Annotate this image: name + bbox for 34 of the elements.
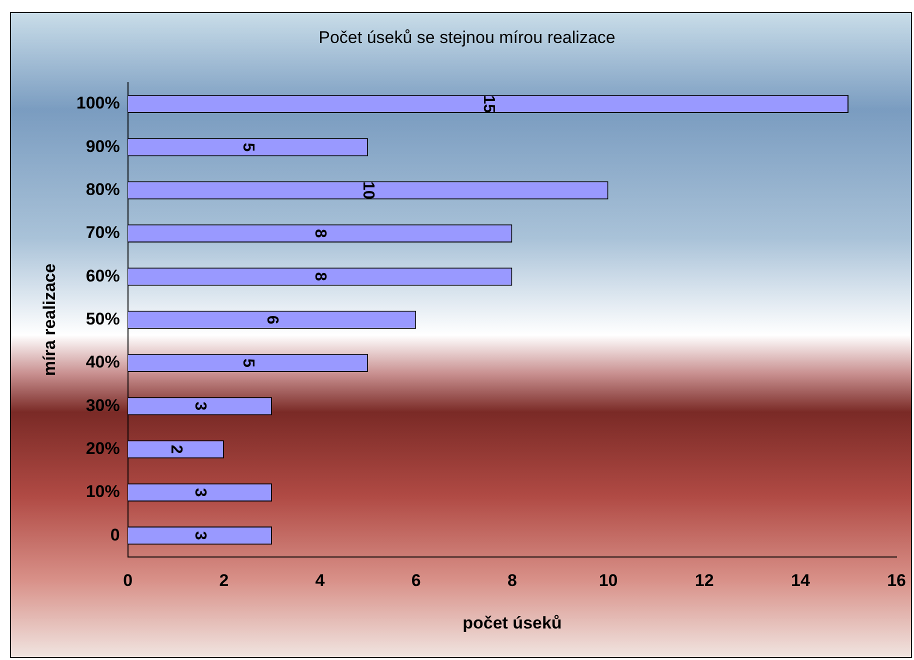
- y-tick-label: 50%: [86, 309, 120, 328]
- data-label: 8: [312, 229, 329, 238]
- data-label: 2: [168, 444, 185, 454]
- x-tick-label: 14: [791, 571, 810, 590]
- y-axis-title: míra realizace: [40, 264, 59, 376]
- data-label: 6: [264, 315, 281, 324]
- x-axis-title: počet úseků: [462, 613, 562, 632]
- y-tick-label: 90%: [86, 136, 120, 156]
- y-tick-label: 0: [110, 525, 120, 544]
- x-tick-label: 2: [219, 571, 229, 590]
- data-label: 8: [312, 272, 329, 282]
- x-tick-label: 0: [123, 571, 133, 590]
- chart-title: Počet úseků se stejnou mírou realizace: [318, 28, 616, 47]
- data-label: 10: [360, 181, 377, 200]
- data-label: 5: [240, 358, 257, 368]
- x-tick-label: 10: [598, 571, 618, 590]
- y-tick-label: 100%: [76, 94, 120, 113]
- x-tick-label: 8: [507, 571, 517, 590]
- x-tick-label: 4: [315, 571, 326, 590]
- y-tick-label: 10%: [86, 482, 120, 502]
- x-tick-label: 12: [694, 571, 714, 590]
- data-label: 3: [192, 488, 209, 497]
- x-tick-label: 6: [411, 571, 421, 590]
- data-label: 3: [192, 402, 209, 411]
- y-tick-label: 70%: [86, 223, 120, 242]
- y-tick-label: 40%: [86, 352, 120, 372]
- y-tick-label: 20%: [86, 438, 120, 458]
- y-tick-label: 30%: [86, 396, 120, 415]
- y-tick-label: 60%: [86, 266, 120, 286]
- x-tick-label: 16: [887, 571, 906, 590]
- y-tick-label: 80%: [86, 180, 120, 199]
- data-label: 5: [240, 142, 257, 152]
- data-label: 3: [192, 531, 209, 540]
- data-label: 15: [480, 95, 497, 113]
